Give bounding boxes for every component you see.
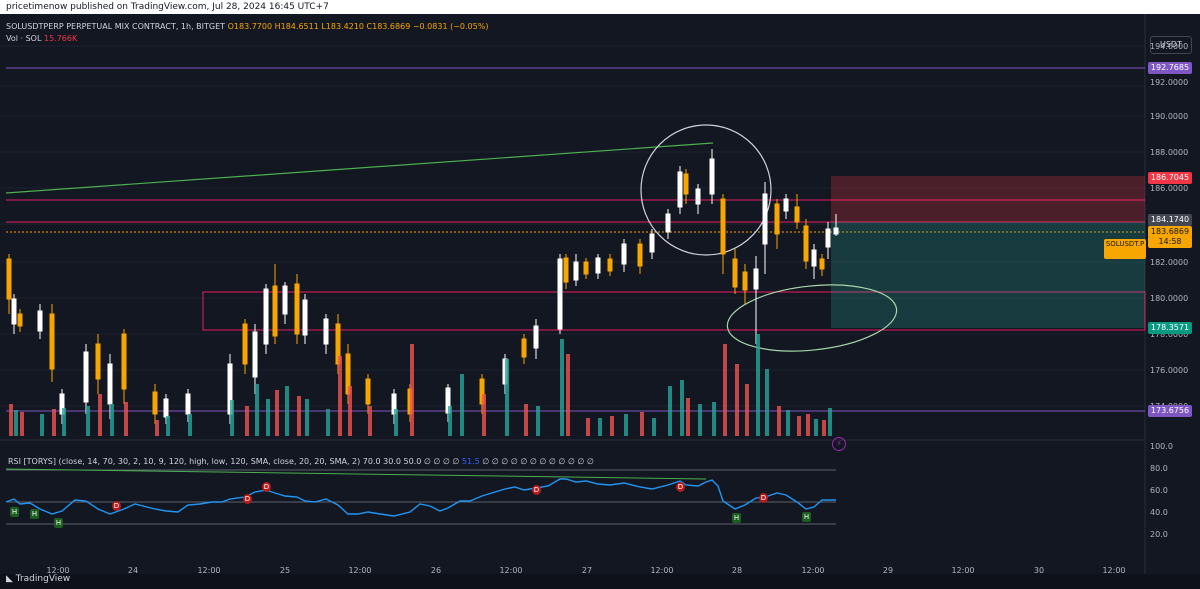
rsi-panel [5,468,836,525]
time-tick: 12:00 [1102,566,1126,575]
rsi-marker-h: H [54,518,63,528]
price-tick: 192.0000 [1150,78,1189,87]
rsi-marker-d: D [243,494,252,504]
time-tick: 12:00 [46,566,70,575]
volume-value: 15.766K [43,34,78,43]
time-tick: 24 [127,566,139,575]
circle-annotation [640,124,772,256]
position-target-zone [831,176,1145,222]
rsi-marker-d: D [759,493,768,503]
price-tick: 178.0000 [1150,330,1189,339]
ohlc-open: O183.7700 [227,22,273,31]
ohlc-low: L183.4210 [321,22,364,31]
rsi-marker-h: H [10,507,19,517]
rsi-legend: RSI [TORYS] (close, 14, 70, 30, 2, 10, 9… [8,457,594,467]
rsi-tick: 40.0 [1150,508,1168,517]
time-tick: 27 [581,566,593,575]
rsi-marker-d: D [676,482,685,492]
time-tick: 12:00 [801,566,825,575]
countdown-label: 14:58 [1148,236,1192,248]
rsi-line [5,478,836,517]
time-tick: 28 [731,566,743,575]
demand-zone [202,291,1146,331]
tv-brand-text: TradingView [15,574,71,584]
time-tick: 12:00 [951,566,975,575]
volume-label: Vol · SOL [6,34,42,43]
rsi-tick: 100.0 [1150,442,1173,451]
rsi-tick: 20.0 [1150,530,1168,539]
time-tick: 12:00 [348,566,372,575]
price-tick: 186.0000 [1150,184,1189,193]
price-tick: 180.0000 [1150,294,1189,303]
time-tick: 29 [882,566,894,575]
current-price-label: 183.6869 [1148,226,1192,238]
entry-label: 184.1740 [1148,214,1192,226]
symbol-title: SOLUSDTPERP PERPETUAL MIX CONTRACT, 1h, … [6,22,226,31]
stop-label: 178.3571 [1148,322,1192,334]
currency-button[interactable]: USDT [1150,36,1192,54]
trend-line [5,142,714,194]
rsi-trail: ∅ ∅ ∅ ∅ ∅ ∅ ∅ ∅ ∅ ∅ ∅ ∅ [482,457,594,466]
symbol-badge: SOLUSDT.P [1104,239,1146,259]
chart-area[interactable]: SOLUSDTPERP PERPETUAL MIX CONTRACT, 1h, … [0,14,1200,575]
rsi-marker-d: D [262,482,271,492]
time-tick: 25 [279,566,291,575]
level-bottom-label: 173.6756 [1148,405,1192,417]
rsi-tick: 80.0 [1150,464,1168,473]
time-tick: 12:00 [499,566,523,575]
time-tick: 26 [430,566,442,575]
price-tick: 190.0000 [1150,112,1189,121]
ellipse-annotation [726,284,898,352]
chart-legend: SOLUSDTPERP PERPETUAL MIX CONTRACT, 1h, … [6,22,488,32]
time-tick: 12:00 [650,566,674,575]
chart-canvas[interactable] [0,14,1200,574]
candles [6,149,839,424]
tv-logo-icon: ◣ [6,574,13,584]
rsi-marker-h: H [30,509,39,519]
rsi-marker-d: D [532,485,541,495]
published-header: pricetimenow published on TradingView.co… [0,0,1200,14]
volume-legend: Vol · SOL 15.766K [6,34,77,44]
rsi-tick: 60.0 [1150,486,1168,495]
rsi-value: 51.5 [461,457,480,466]
price-tick: 188.0000 [1150,148,1189,157]
level-top-label: 192.7685 [1148,62,1192,74]
price-tick: 176.0000 [1150,366,1189,375]
ohlc-change: −0.0831 (−0.05%) [412,22,489,31]
tradingview-logo[interactable]: ◣ TradingView [6,573,70,585]
volume-bars [9,334,832,436]
rsi-marker-d: D [112,501,121,511]
rsi-params: RSI [TORYS] (close, 14, 70, 30, 2, 10, 9… [8,457,460,466]
price-tick: 182.0000 [1150,258,1189,267]
time-tick: 30 [1033,566,1045,575]
ohlc-close: C183.6869 [366,22,411,31]
target-label: 186.7045 [1148,172,1192,184]
rsi-marker-h: H [802,512,811,522]
price-tick: 194.0000 [1150,42,1189,51]
rsi-marker-h: H [732,513,741,523]
ohlc-high: H184.6511 [274,22,319,31]
lightning-icon[interactable]: ⚡ [832,437,846,451]
time-tick: 12:00 [197,566,221,575]
position-stop-zone [831,222,1145,328]
